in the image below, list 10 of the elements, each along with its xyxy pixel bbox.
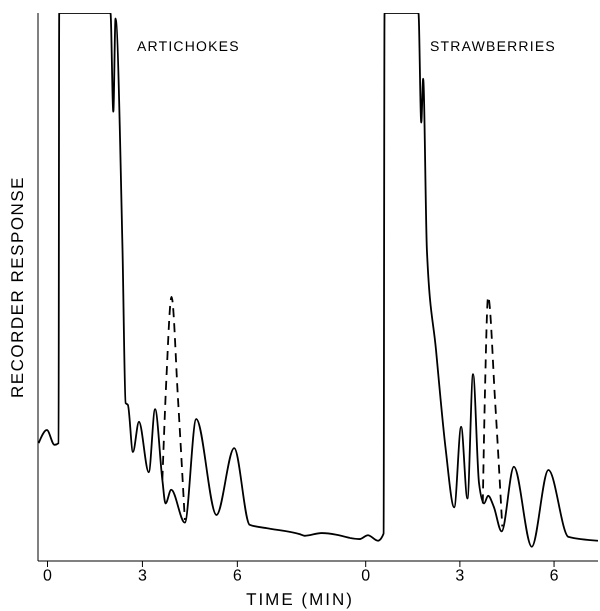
text: ARTICHOKES [137, 38, 240, 54]
x-tick-label: 3 [138, 567, 147, 584]
text: STRAWBERRIES [430, 38, 556, 54]
y-axis-title: RECORDER RESPONSE [8, 176, 28, 398]
x-tick-label: 6 [550, 567, 559, 584]
x-tick-label: 0 [43, 567, 52, 584]
x-tick-label: 3 [455, 567, 464, 584]
x-axis-title: TIME (MIN) [245, 590, 355, 610]
x-tick-label: 0 [361, 567, 370, 584]
x-tick-label: 6 [232, 567, 242, 584]
